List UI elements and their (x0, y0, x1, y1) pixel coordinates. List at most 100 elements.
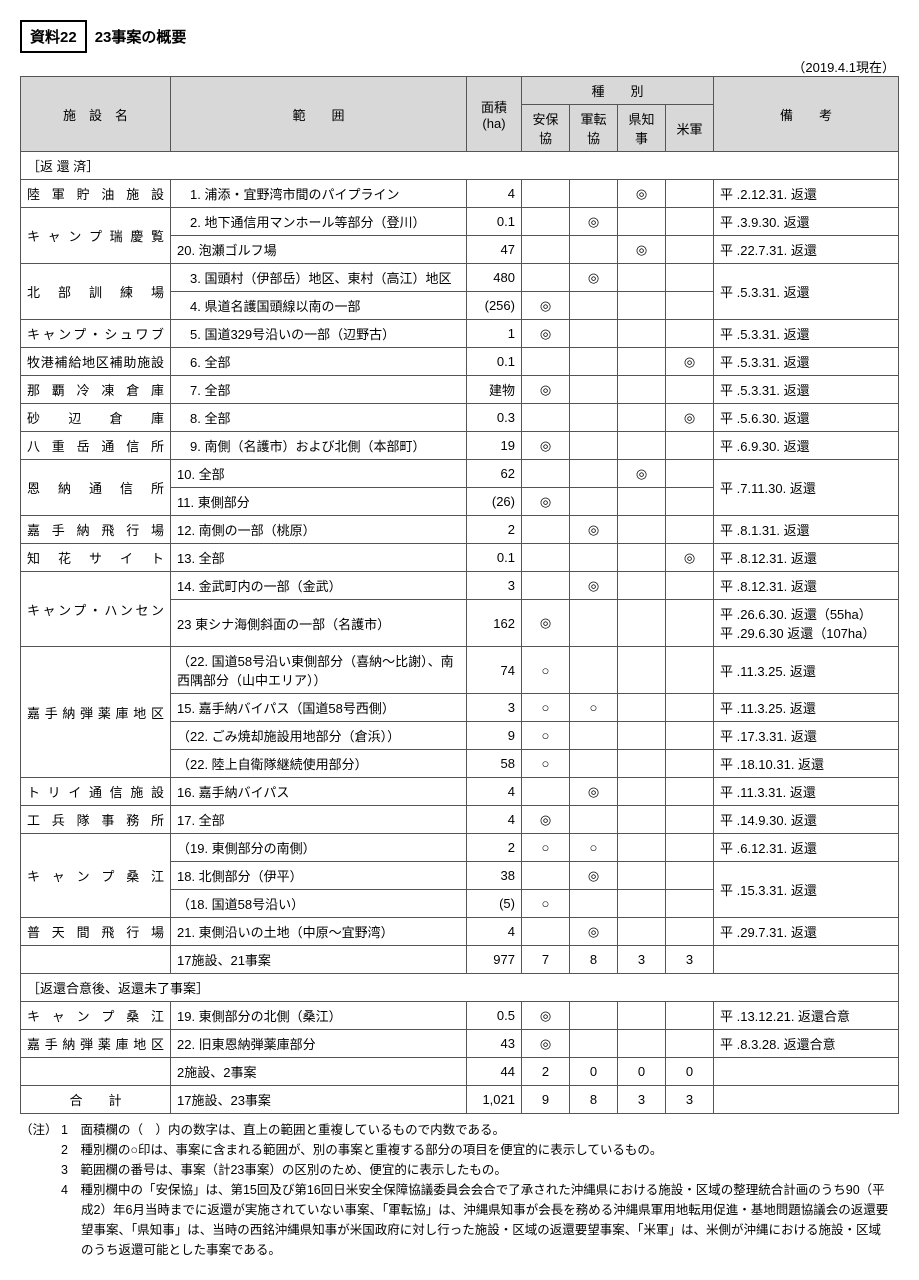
cell: 23 東シナ海側斜面の一部（名護市） (171, 600, 467, 647)
cell (569, 460, 617, 488)
cell: 9. 南側（名護市）および北側（本部町） (171, 432, 467, 460)
cell: ◎ (617, 236, 665, 264)
cell: 17施設、21事案 (171, 946, 467, 974)
cell (617, 722, 665, 750)
cell (665, 432, 713, 460)
cell: 0.1 (466, 348, 521, 376)
cell: ◎ (569, 918, 617, 946)
cell: 平 .7.11.30. 返還 (714, 460, 899, 516)
cell: ○ (569, 834, 617, 862)
cell (569, 600, 617, 647)
cell: 47 (466, 236, 521, 264)
cell: 平 .5.3.31. 返還 (714, 348, 899, 376)
cell: 平 .11.3.25. 返還 (714, 694, 899, 722)
table-row: 北 部 訓 練 場 3. 国頭村（伊部岳）地区、東村（高江）地区480◎平 .5… (21, 264, 899, 292)
col-anpo: 安保協 (521, 105, 569, 152)
cell: 平 .15.3.31. 返還 (714, 862, 899, 918)
cell (569, 750, 617, 778)
cell: 砂 辺 倉 庫 (21, 404, 171, 432)
cell (521, 264, 569, 292)
cell (617, 320, 665, 348)
table-row: 嘉 手 納 飛 行 場12. 南側の一部（桃原）2◎平 .8.1.31. 返還 (21, 516, 899, 544)
cell (617, 750, 665, 778)
cell (617, 208, 665, 236)
cell: 4. 県道名護国頭線以南の一部 (171, 292, 467, 320)
cell: 平 .2.12.31. 返還 (714, 180, 899, 208)
cell: 14. 金武町内の一部（金武） (171, 572, 467, 600)
cell (665, 236, 713, 264)
col-remark: 備 考 (714, 77, 899, 152)
cell: 19 (466, 432, 521, 460)
cell (617, 1002, 665, 1030)
cell: 4 (466, 180, 521, 208)
cell: 平 .22.7.31. 返還 (714, 236, 899, 264)
cell (617, 264, 665, 292)
cell (665, 572, 713, 600)
cell: 2 (466, 516, 521, 544)
cell (665, 722, 713, 750)
cell: 建物 (466, 376, 521, 404)
cell: ◎ (521, 292, 569, 320)
cell: （18. 国道58号沿い） (171, 890, 467, 918)
cell: (5) (466, 890, 521, 918)
table-row: 牧港補給地区補助施設 6. 全部0.1◎平 .5.3.31. 返還 (21, 348, 899, 376)
table-row: 知 花 サ イ ト13. 全部0.1◎平 .8.12.31. 返還 (21, 544, 899, 572)
cell: ◎ (569, 516, 617, 544)
cell: ◎ (569, 572, 617, 600)
cell: ○ (521, 694, 569, 722)
cell: 平 .5.3.31. 返還 (714, 264, 899, 320)
cell: 3 (665, 946, 713, 974)
cell (521, 180, 569, 208)
cell: 平 .3.9.30. 返還 (714, 208, 899, 236)
cell (569, 320, 617, 348)
cell: キ ャ ン プ 瑞 慶 覧 (21, 208, 171, 264)
table-row: 工 兵 隊 事 務 所17. 全部4◎平 .14.9.30. 返還 (21, 806, 899, 834)
cell: 1. 浦添・宜野湾市間のパイプライン (171, 180, 467, 208)
cell (617, 890, 665, 918)
cell: ○ (521, 722, 569, 750)
cell: 17. 全部 (171, 806, 467, 834)
cell: 普 天 間 飛 行 場 (21, 918, 171, 946)
cell: (256) (466, 292, 521, 320)
cell: 恩 納 通 信 所 (21, 460, 171, 516)
cell: 480 (466, 264, 521, 292)
cell (665, 778, 713, 806)
table-row: 嘉手納弾薬庫地区（22. 国道58号沿い東側部分（喜納～比謝）、南西隅部分（山中… (21, 647, 899, 694)
cell: 平 .8.12.31. 返還 (714, 544, 899, 572)
cell: 1,021 (466, 1086, 521, 1114)
cell (665, 460, 713, 488)
table-row: 合 計17施設、23事案1,0219833 (21, 1086, 899, 1114)
cell (569, 432, 617, 460)
cell (521, 208, 569, 236)
cell (617, 544, 665, 572)
cell: 2. 地下通信用マンホール等部分（登川） (171, 208, 467, 236)
cell: ○ (521, 890, 569, 918)
cell (617, 694, 665, 722)
cell: 平 .5.3.31. 返還 (714, 376, 899, 404)
cell: 平 .14.9.30. 返還 (714, 806, 899, 834)
cell: 17施設、23事案 (171, 1086, 467, 1114)
cell: 3 (617, 946, 665, 974)
col-gunten: 軍転協 (569, 105, 617, 152)
cell: 8 (569, 1086, 617, 1114)
cell: 8 (569, 946, 617, 974)
table-row: 17施設、21事案9777833 (21, 946, 899, 974)
cell: ◎ (665, 544, 713, 572)
cell: 12. 南側の一部（桃原） (171, 516, 467, 544)
cell: ◎ (617, 460, 665, 488)
cell: 平 .6.9.30. 返還 (714, 432, 899, 460)
cell (714, 1086, 899, 1114)
cell: ◎ (665, 348, 713, 376)
cell: 平 .17.3.31. 返還 (714, 722, 899, 750)
cell (617, 376, 665, 404)
cell (617, 600, 665, 647)
note-item: 2 種別欄の○印は、事案に含まれる範囲が、別の事案と重複する部分の項目を便宜的に… (61, 1140, 890, 1160)
cell: 16. 嘉手納バイパス (171, 778, 467, 806)
cell: 4 (466, 918, 521, 946)
cell: 平 .6.12.31. 返還 (714, 834, 899, 862)
table-row: 普 天 間 飛 行 場21. 東側沿いの土地（中原～宜野湾）4◎平 .29.7.… (21, 918, 899, 946)
cell: キャンプ・ハンセン (21, 572, 171, 647)
cell: 62 (466, 460, 521, 488)
cell: 平 .13.12.21. 返還合意 (714, 1002, 899, 1030)
cell (569, 404, 617, 432)
